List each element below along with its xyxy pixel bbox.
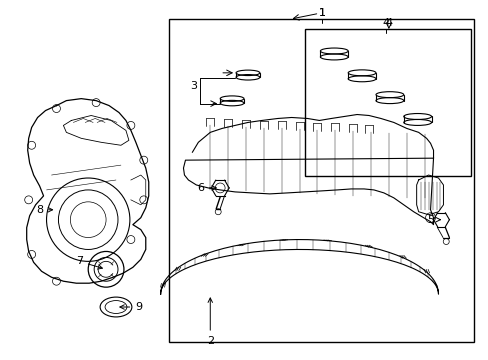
Text: 7: 7 bbox=[76, 256, 102, 269]
Text: 4: 4 bbox=[385, 18, 392, 28]
Text: 1: 1 bbox=[318, 8, 325, 18]
Text: 4: 4 bbox=[382, 18, 388, 28]
Text: 6: 6 bbox=[197, 183, 216, 193]
Text: 1: 1 bbox=[318, 8, 325, 18]
Text: 8: 8 bbox=[36, 205, 53, 215]
Bar bbox=[168, 19, 473, 342]
Text: 9: 9 bbox=[120, 302, 142, 312]
Text: 3: 3 bbox=[189, 81, 197, 91]
Bar bbox=[304, 29, 470, 176]
Text: 5: 5 bbox=[426, 215, 440, 225]
Text: 2: 2 bbox=[206, 298, 213, 346]
